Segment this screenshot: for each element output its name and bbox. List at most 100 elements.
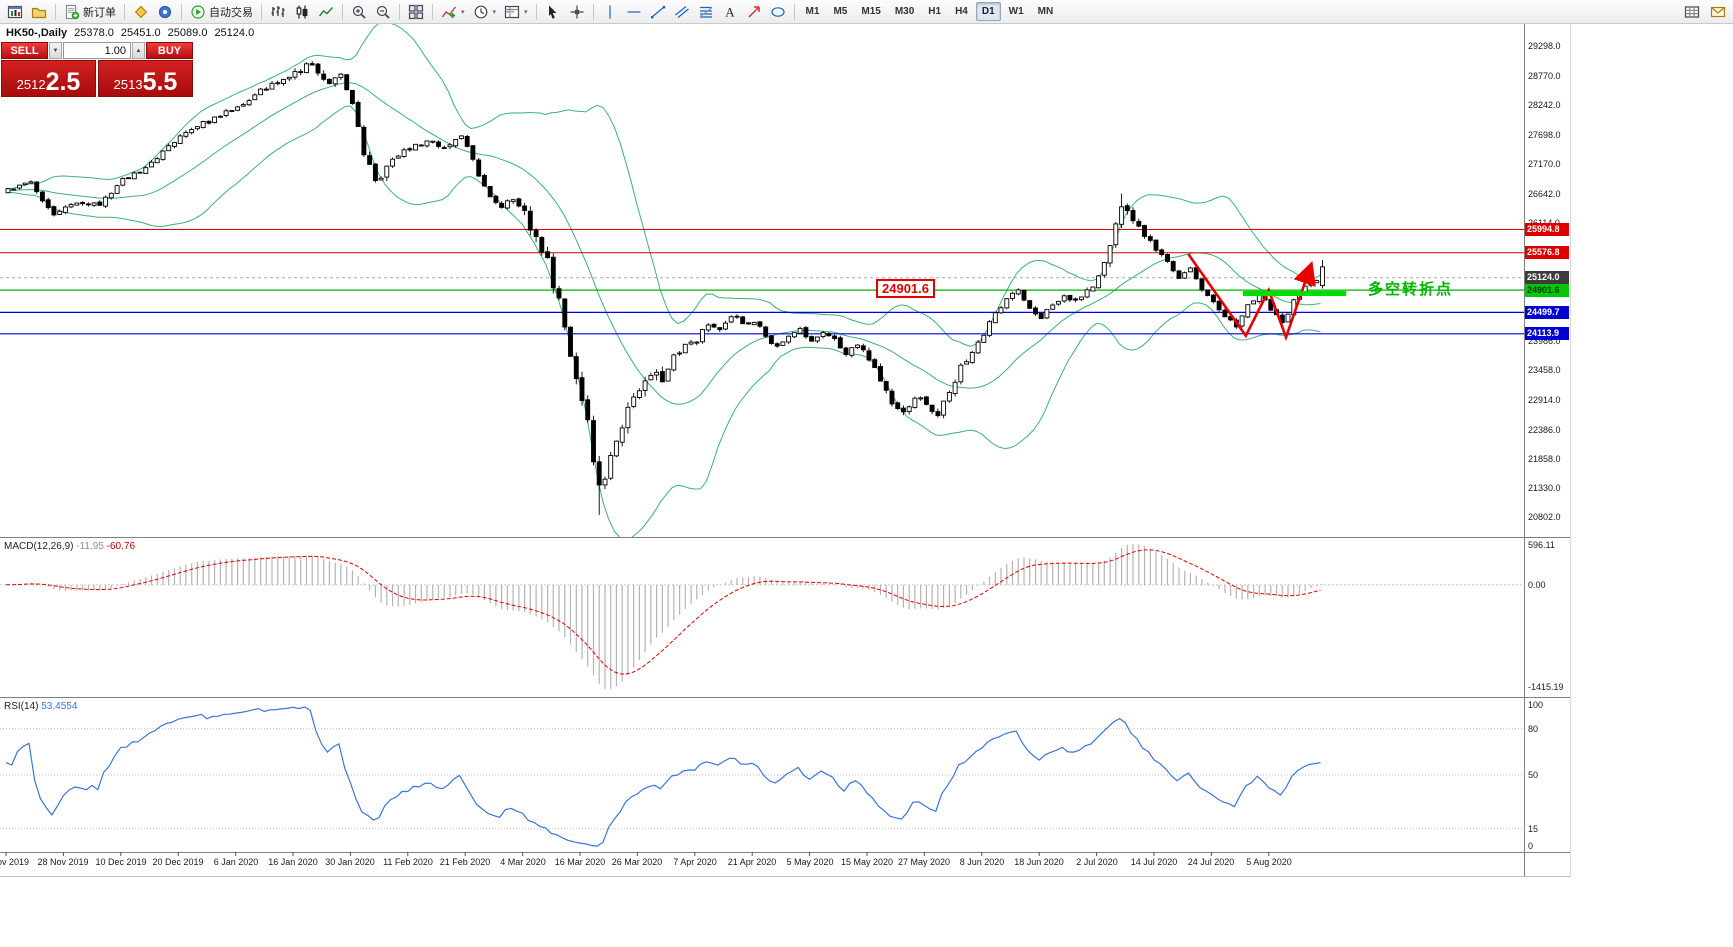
toolbar-separator — [793, 3, 795, 20]
macd-histogram — [7, 544, 1324, 689]
grid-icon — [1684, 4, 1700, 20]
symbol-ohlc-line: HK50-,Daily 25378.0 25451.0 25089.0 2512… — [6, 27, 254, 39]
new-chart-button[interactable] — [3, 2, 27, 22]
templates-icon — [504, 4, 520, 20]
timeframe-m30-button[interactable]: M30 — [894, 6, 915, 17]
macd-header: MACD(12,26,9) -11.95 -60.76 — [4, 541, 135, 552]
high-value: 25451.0 — [120, 27, 161, 39]
level-price-note: 24901.6 — [876, 279, 935, 298]
channel-icon — [674, 4, 690, 20]
tile-windows-button[interactable] — [404, 2, 428, 22]
trendline-icon — [650, 4, 666, 20]
timeframe-mn-button[interactable]: MN — [1037, 6, 1054, 17]
metaeditor-button[interactable] — [129, 2, 153, 22]
draw-trendline-button[interactable] — [646, 2, 670, 22]
line-mode-icon — [318, 4, 334, 20]
metaeditor-icon — [133, 4, 149, 20]
trade-panel-quotes: 2512 2.5 2513 5.5 — [1, 60, 193, 97]
timeframe-m5-button[interactable]: M5 — [833, 6, 848, 17]
toolbar-right-group — [1680, 2, 1730, 22]
toolbar-separator — [535, 3, 537, 20]
autotrading-button[interactable]: 自动交易 — [186, 2, 257, 22]
chevron-down-icon: ▾ — [461, 8, 465, 16]
bar-chart-mode-button[interactable] — [266, 2, 290, 22]
new-order-icon — [64, 4, 80, 20]
sell-price-display[interactable]: 2512 2.5 — [1, 60, 96, 97]
draw-fibonacci-button[interactable] — [694, 2, 718, 22]
messages-button[interactable] — [1706, 2, 1730, 22]
symbol-period-label: HK50-,Daily — [6, 27, 68, 39]
new-order-label: 新订单 — [83, 6, 116, 19]
new-order-button[interactable]: 新订单 — [60, 2, 120, 22]
draw-channel-button[interactable] — [670, 2, 694, 22]
vline-icon — [602, 4, 618, 20]
draw-arrows-button[interactable] — [742, 2, 766, 22]
timeframe-d1-button[interactable]: D1 — [975, 2, 1001, 21]
buy-button[interactable]: BUY — [146, 42, 193, 59]
open-value: 25378.0 — [74, 27, 114, 39]
zoom-in-icon — [351, 4, 367, 20]
volume-input[interactable] — [63, 42, 131, 59]
rsi-name: RSI(14) — [4, 701, 39, 712]
rsi-value: 53.4554 — [41, 701, 78, 712]
macd-pane[interactable] — [0, 544, 1524, 689]
volume-up-button[interactable]: ▲ — [132, 42, 145, 59]
trade-panel-controls: SELL ▼ ▲ BUY — [1, 42, 193, 59]
cursor-button[interactable] — [541, 2, 565, 22]
triangle-down-icon: ▼ — [52, 47, 59, 54]
zoom-out-button[interactable] — [371, 2, 395, 22]
line-chart-mode-button[interactable] — [314, 2, 338, 22]
bar-mode-icon — [270, 4, 286, 20]
toolbar-separator — [592, 3, 594, 20]
timeframe-m15-button[interactable]: M15 — [861, 6, 881, 17]
autotrading-label: 自动交易 — [209, 6, 253, 19]
rsi-header: RSI(14) 53.4554 — [4, 701, 77, 712]
pivot-annotation: 多空转折点 — [1368, 281, 1454, 298]
volume-down-button[interactable]: ▼ — [49, 42, 62, 59]
macd-name: MACD(12,26,9) — [4, 541, 74, 552]
timeframe-h1-button[interactable]: H1 — [928, 6, 942, 17]
profiles-button[interactable] — [27, 2, 51, 22]
zigzag-arrow-drawing[interactable] — [1187, 253, 1316, 342]
candle-mode-icon — [294, 4, 310, 20]
cursor-icon — [545, 4, 561, 20]
periods-button[interactable]: ▾ — [469, 2, 501, 22]
new-chart-icon — [7, 4, 23, 20]
toolbar-separator — [399, 3, 400, 20]
bollinger-middle-band — [6, 82, 1321, 405]
timeframe-m1-button[interactable]: M1 — [805, 6, 820, 17]
rsi-pane[interactable] — [0, 706, 1524, 847]
crosshair-button[interactable] — [565, 2, 589, 22]
candlestick-mode-button[interactable] — [290, 2, 314, 22]
indicators-button[interactable]: ▾ — [437, 2, 469, 22]
mail-icon — [1710, 4, 1726, 20]
bollinger-lower-band — [5, 105, 1321, 537]
draw-vertical-line-button[interactable] — [598, 2, 622, 22]
toolbar-separator — [181, 3, 182, 20]
main-price-pane[interactable] — [0, 22, 1524, 539]
options-button[interactable] — [153, 2, 177, 22]
draw-shapes-button[interactable] — [766, 2, 790, 22]
timeframe-w1-button[interactable]: W1 — [1008, 6, 1024, 17]
toolbar-separator — [261, 3, 262, 20]
draw-horizontal-line-button[interactable] — [622, 2, 646, 22]
buy-price-display[interactable]: 2513 5.5 — [98, 60, 193, 97]
timeframe-h4-button[interactable]: H4 — [955, 6, 968, 17]
close-value: 25124.0 — [214, 27, 255, 39]
templates-button[interactable]: ▾ — [500, 2, 532, 22]
sell-price-small: 2512 — [16, 77, 46, 92]
macd-signal-value: -60.76 — [106, 541, 136, 552]
hline-icon — [626, 4, 642, 20]
sell-price-big: 2.5 — [45, 68, 81, 96]
draw-text-button[interactable]: A — [718, 2, 742, 22]
fibonacci-icon — [698, 4, 714, 20]
market-grid-button[interactable] — [1680, 2, 1704, 22]
autotrading-icon — [190, 4, 206, 20]
sell-button[interactable]: SELL — [1, 42, 48, 59]
chevron-down-icon: ▾ — [492, 8, 497, 16]
bollinger-upper-band — [5, 24, 1321, 347]
zoom-in-button[interactable] — [347, 2, 371, 22]
